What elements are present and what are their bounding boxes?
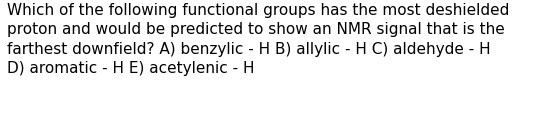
Text: Which of the following functional groups has the most deshielded
proton and woul: Which of the following functional groups… bbox=[7, 3, 509, 76]
